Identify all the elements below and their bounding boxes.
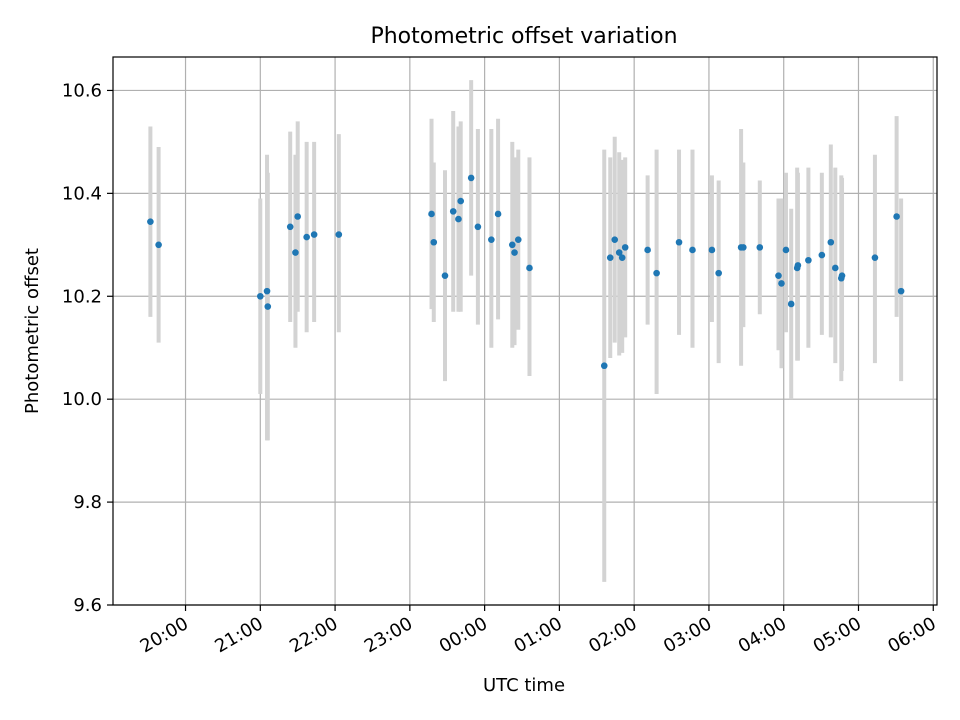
data-point [430,238,438,246]
data-point [778,280,785,287]
y-tick-label: 9.8 [73,492,102,513]
data-point [292,249,299,256]
data-point [600,362,608,370]
data-point [621,244,629,251]
data-point [257,292,264,300]
grid-layer [113,57,937,606]
data-point [428,210,435,218]
tick-layer: 20:00 21:00 22:00 23:00 00:00 01:00 02:00 03:00… [62,80,940,657]
data-point [893,213,900,220]
y-tick-label: 10.4 [62,183,102,204]
data-point [303,233,310,241]
y-axis-label: Photometric offset [22,248,43,414]
data-point [264,303,272,310]
data-point [897,287,905,295]
data-point [787,300,795,308]
y-tick-label: 10.6 [62,80,102,101]
data-point [441,272,449,279]
data-point [508,241,516,249]
data-point [756,244,764,251]
x-tick-label: 01:00 [510,613,565,657]
data-point [514,236,522,243]
data-point [310,231,318,238]
data-point [827,238,835,246]
plot-frame [112,56,938,606]
x-tick-label: 20:00 [137,613,192,657]
data-point [832,264,839,272]
x-tick-label: 06:00 [884,613,939,657]
data-point [335,231,343,238]
data-point [775,272,782,279]
data-point [263,287,271,295]
data-point [474,223,482,231]
chart-title: Photometric offset variation [370,24,677,49]
data-point [147,218,154,225]
data-point [708,246,716,254]
data-point [606,254,614,261]
x-tick-label: 02:00 [585,613,640,657]
data-point [644,246,651,254]
data-point [805,256,812,264]
data-point [818,251,826,259]
data-point [294,213,301,220]
data-point [838,272,846,279]
data-point [286,223,294,231]
y-tick-label: 10.0 [62,389,102,410]
x-tick-label: 23:00 [361,613,416,657]
data-point [871,254,879,261]
data-point [740,244,747,251]
data-point [782,246,790,254]
x-tick-label: 05:00 [810,613,865,657]
x-tick-label: 03:00 [660,613,715,657]
x-tick-label: 22:00 [286,613,341,657]
data-point [488,236,495,243]
data-point [457,197,464,205]
data-point [618,254,626,261]
data-point [675,238,683,246]
x-axis-label: UTC time [483,675,565,696]
data-point [526,264,533,272]
point-layer [147,174,905,370]
data-point [794,262,802,269]
data-point [689,246,696,254]
data-point [455,215,462,223]
data-point [449,208,457,215]
data-point [715,269,722,277]
x-tick-label: 00:00 [436,613,491,657]
x-tick-label: 21:00 [211,613,266,657]
data-point [494,210,502,218]
y-tick-label: 10.2 [62,286,102,307]
data-point [511,249,518,256]
data-point [611,236,619,243]
x-tick-label: 04:00 [735,613,790,657]
data-point [467,174,475,182]
errorbar-layer [148,80,904,582]
data-point [653,269,660,277]
data-point [155,241,162,249]
y-tick-label: 9.6 [73,595,102,616]
data-point [615,249,623,256]
